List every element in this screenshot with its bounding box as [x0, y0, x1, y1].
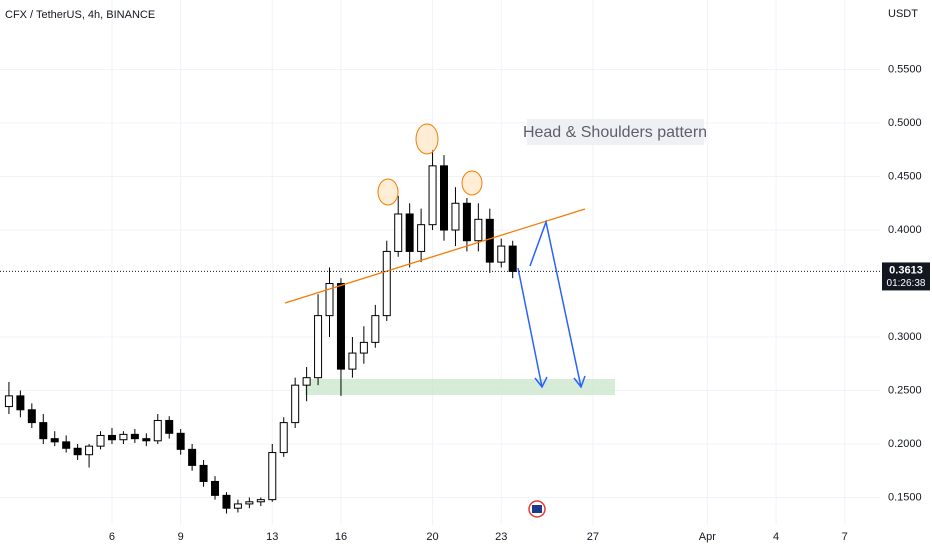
x-tick-label: 13 [266, 531, 278, 543]
candle-body [211, 480, 220, 496]
candle-body [27, 409, 36, 424]
countdown: 01:26:38 [887, 278, 926, 289]
arrow [517, 267, 543, 388]
candle-body [394, 213, 403, 252]
candle-body [4, 395, 13, 408]
target-zone [305, 379, 615, 395]
x-tick-label: 23 [495, 531, 507, 543]
price-tag: 0.3613 01:26:38 [882, 262, 930, 291]
arrow [529, 219, 582, 388]
y-tick-label: 0.4000 [888, 224, 922, 236]
x-tick-label: 9 [178, 531, 184, 543]
neckline [284, 208, 586, 304]
left-shoulder [377, 178, 399, 206]
candle-body [451, 202, 460, 231]
candle-body [176, 432, 185, 450]
candle-body [474, 218, 483, 242]
chart-title: CFX / TetherUS, 4h, BINANCE [5, 9, 155, 21]
candle-body [314, 315, 323, 379]
candle-body [142, 438, 151, 442]
candle-body [302, 377, 311, 386]
x-tick-label: 4 [773, 531, 779, 543]
y-tick-label: 0.1500 [888, 491, 922, 503]
candle-body [268, 452, 277, 501]
x-tick-label: Apr [699, 531, 716, 543]
y-tick-label: 0.2500 [888, 384, 922, 396]
y-tick-label: 0.5500 [888, 63, 922, 75]
candle-body [39, 422, 48, 440]
candle-body [405, 213, 414, 252]
candle-body [417, 224, 426, 252]
candle-body [130, 433, 139, 440]
y-tick-label: 0.5000 [888, 117, 922, 129]
candle-body [62, 441, 71, 449]
candle-body [336, 283, 345, 370]
x-tick-label: 7 [842, 531, 848, 543]
candle-body [16, 395, 25, 411]
x-tick-label: 6 [109, 531, 115, 543]
projection-arrows [517, 219, 586, 389]
candle-body [188, 448, 197, 466]
candle-body [245, 501, 254, 505]
y-tick-label: 0.2000 [888, 438, 922, 450]
candle-body [348, 352, 357, 370]
last-price: 0.3613 [889, 264, 923, 276]
event-flag[interactable] [528, 500, 546, 518]
candle-body [85, 445, 94, 456]
candle-body [440, 165, 449, 231]
annotation: Head & Shoulders pattern [523, 124, 707, 141]
candles [4, 149, 517, 514]
candle-body [428, 165, 437, 226]
candle-body [107, 434, 116, 441]
x-tick-label: 27 [587, 531, 599, 543]
candle-body [485, 218, 494, 263]
arrow-head [573, 375, 586, 389]
candle-body [96, 434, 105, 447]
annotation-box [527, 119, 704, 145]
candle-body [497, 245, 506, 263]
candle-body [233, 503, 242, 509]
candle-body [256, 499, 265, 503]
candle-body [279, 422, 288, 454]
candle-body [462, 202, 471, 242]
price-tag-bg [882, 262, 930, 291]
candle-body [325, 283, 334, 317]
candle-body [508, 245, 517, 272]
flag-body [532, 505, 542, 513]
candle-body [291, 384, 300, 424]
head [415, 123, 439, 155]
candle-body [119, 433, 128, 441]
arrow-head [534, 376, 548, 389]
x-tick-label: 20 [426, 531, 438, 543]
right-shoulder [461, 170, 483, 196]
candle-body [199, 464, 208, 482]
candle-body [50, 438, 59, 443]
y-tick-label: 0.4500 [888, 170, 922, 182]
axis-unit: USDT [888, 8, 918, 20]
candle-body [371, 315, 380, 343]
candle-body [222, 494, 231, 509]
candle-body [153, 419, 162, 442]
candle-body [359, 341, 368, 354]
y-tick-label: 0.3000 [888, 331, 922, 343]
candle-body [382, 250, 391, 317]
candle-body [73, 447, 82, 456]
candle-body [165, 419, 174, 434]
x-tick-label: 16 [335, 531, 347, 543]
